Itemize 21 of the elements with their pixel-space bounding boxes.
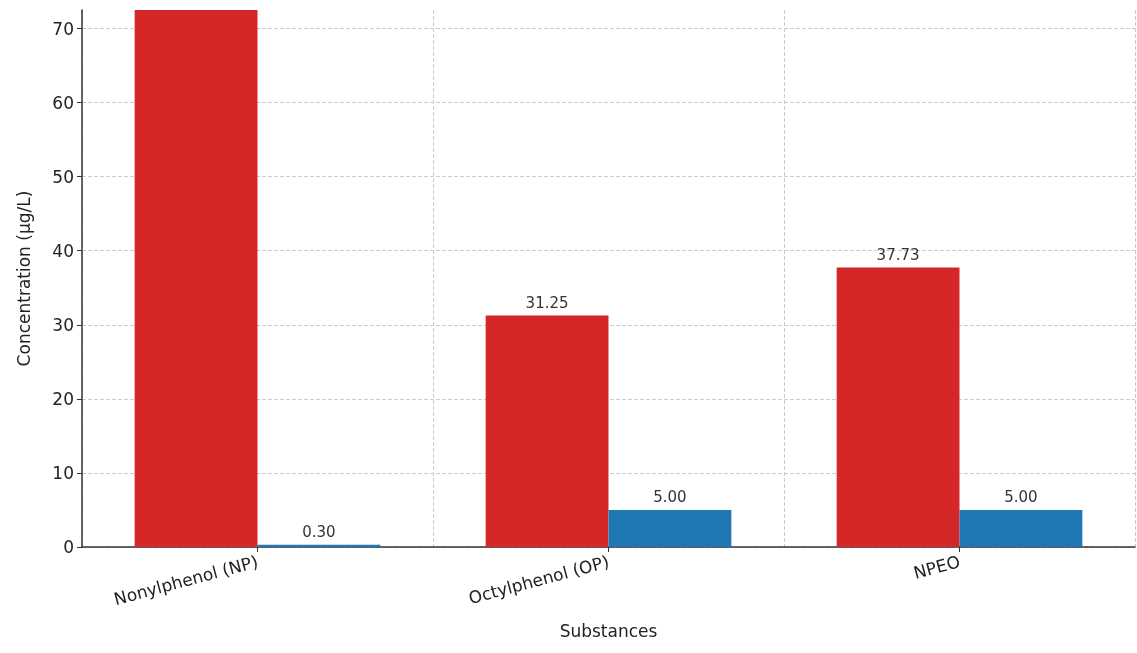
- x-tick-label: NPEO: [911, 551, 963, 583]
- y-tick-label: 30: [52, 314, 74, 335]
- y-tick-label: 60: [52, 92, 74, 113]
- y-tick-label: 0: [63, 537, 74, 557]
- bar: [608, 509, 732, 547]
- y-tick-label: 40: [52, 240, 74, 261]
- bar: [836, 267, 960, 547]
- bar: [134, 10, 258, 547]
- data-label: 37.73: [876, 246, 920, 265]
- bar: [959, 509, 1083, 547]
- data-label: 0.30: [302, 523, 336, 542]
- y-tick-label: 20: [52, 388, 74, 409]
- data-label: 31.25: [525, 294, 569, 313]
- y-tick-label: 10: [52, 462, 74, 483]
- y-axis-title: Concentration (µg/L): [13, 190, 34, 367]
- data-label: 5.00: [1004, 488, 1038, 507]
- y-tick-label: 70: [52, 18, 74, 39]
- data-label: 5.00: [653, 488, 687, 507]
- y-tick-label: 50: [52, 166, 74, 187]
- bar: [485, 315, 609, 547]
- x-axis-title: Substances: [559, 620, 658, 641]
